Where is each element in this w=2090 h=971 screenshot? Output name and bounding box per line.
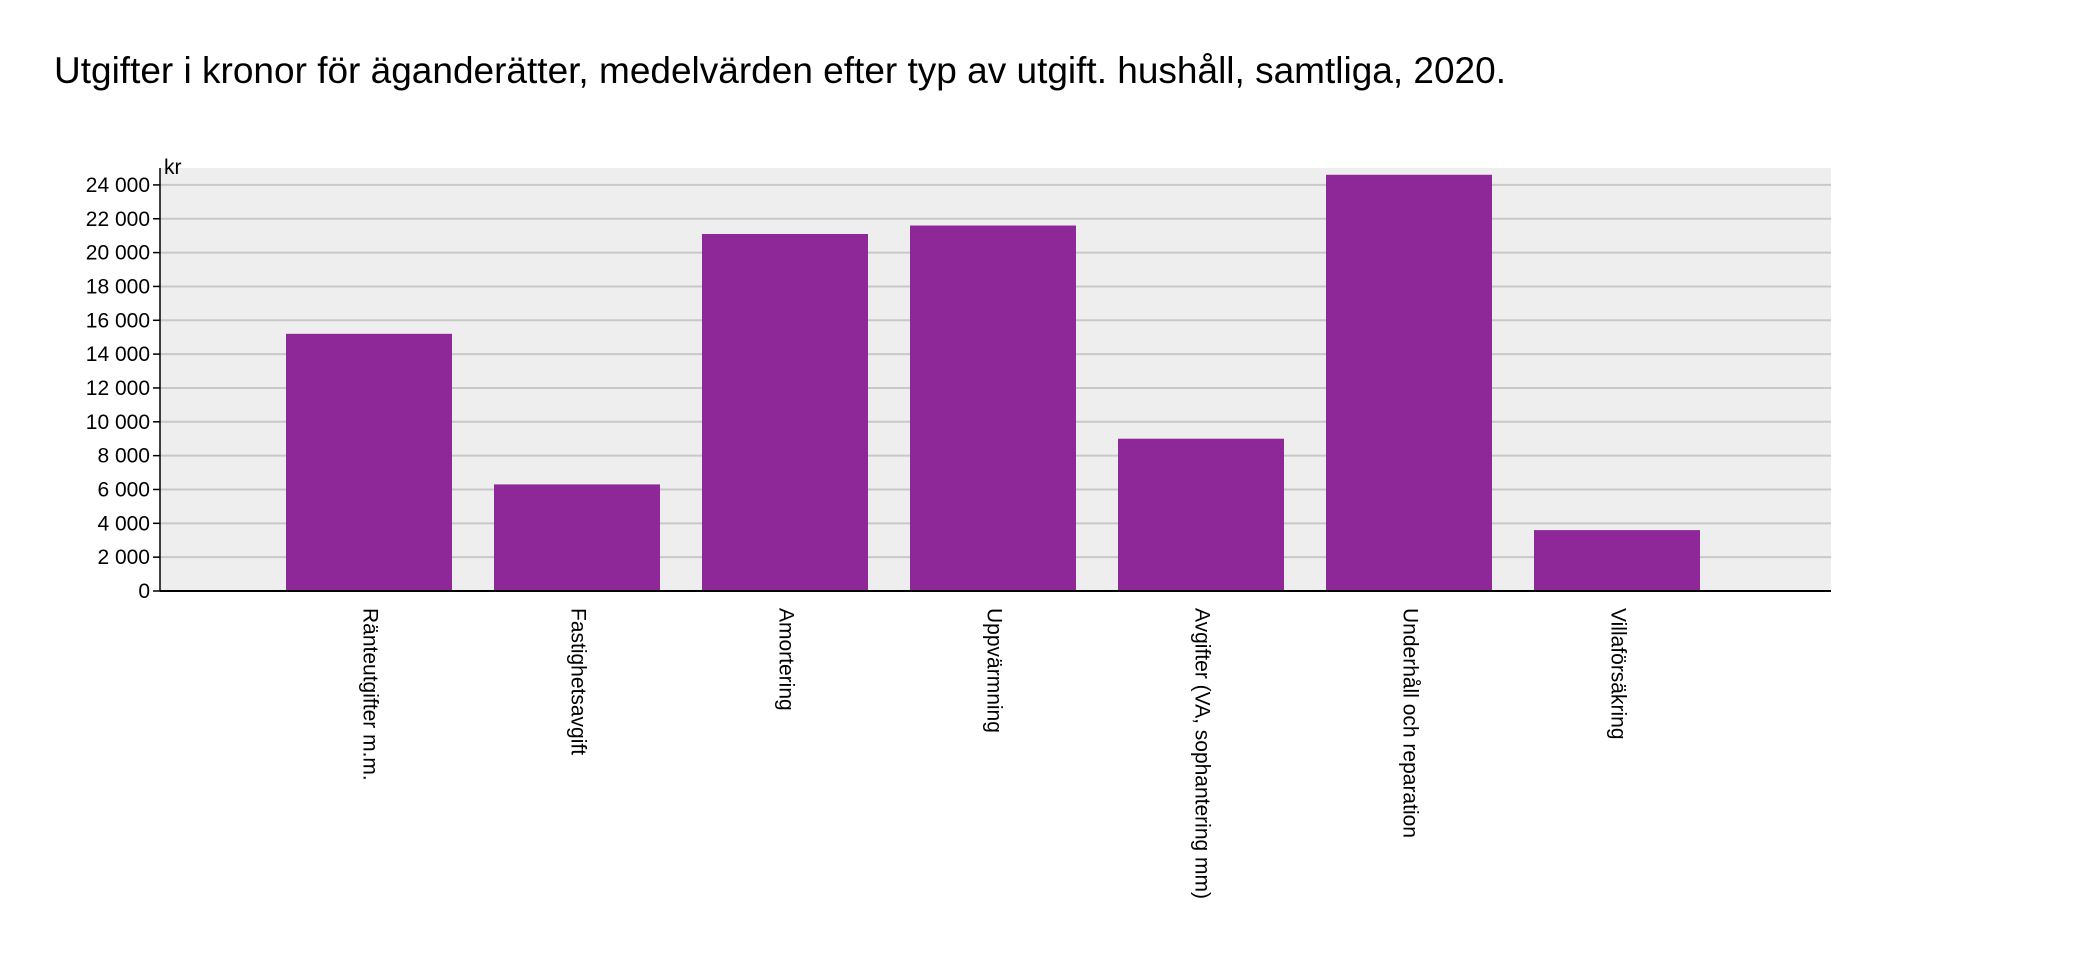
y-tick-label: 14 000: [86, 343, 150, 366]
bar: [1118, 438, 1284, 591]
bars: [286, 174, 1700, 591]
y-tick-label: 24 000: [86, 174, 150, 197]
bar: [1534, 530, 1700, 591]
y-tick-label: 16 000: [86, 309, 150, 332]
bar: [910, 225, 1076, 591]
bar: [1326, 174, 1492, 591]
y-axis-unit-label: kr: [164, 156, 182, 179]
chart-title: Utgifter i kronor för äganderätter, mede…: [54, 50, 1506, 91]
y-tick-label: 10 000: [86, 411, 150, 434]
y-tick-label: 22 000: [86, 208, 150, 231]
x-category-label: Uppvärmning: [982, 608, 1005, 733]
y-tick-label: 8 000: [97, 445, 150, 468]
y-tick-label: 20 000: [86, 242, 150, 265]
x-category-label: Villaförsäkring: [1606, 608, 1629, 740]
y-tick-label: 6 000: [97, 478, 150, 501]
bar: [702, 233, 868, 591]
y-axis-ticks: 0 2 000 4 000 6 000 8 000 10 000 12 000 14 000 1…: [86, 174, 160, 603]
bar: [494, 484, 660, 591]
x-category-label: Ränteutgifter m.m.: [358, 608, 381, 781]
y-tick-label: 4 000: [97, 512, 150, 535]
y-tick-label: 2 000: [97, 546, 150, 569]
bar: [286, 333, 452, 591]
y-tick-label: 12 000: [86, 377, 150, 400]
x-axis-labels: Ränteutgifter m.m. Fastighetsavgift Amorte…: [358, 608, 1629, 899]
x-category-label: Underhåll och reparation: [1398, 608, 1421, 838]
x-category-label: Fastighetsavgift: [566, 608, 589, 755]
x-category-label: Avgifter (VA, sophantering mm): [1190, 608, 1213, 899]
x-category-label: Amortering: [774, 608, 797, 711]
y-tick-label: 18 000: [86, 275, 150, 298]
y-tick-label: 0: [138, 580, 150, 603]
